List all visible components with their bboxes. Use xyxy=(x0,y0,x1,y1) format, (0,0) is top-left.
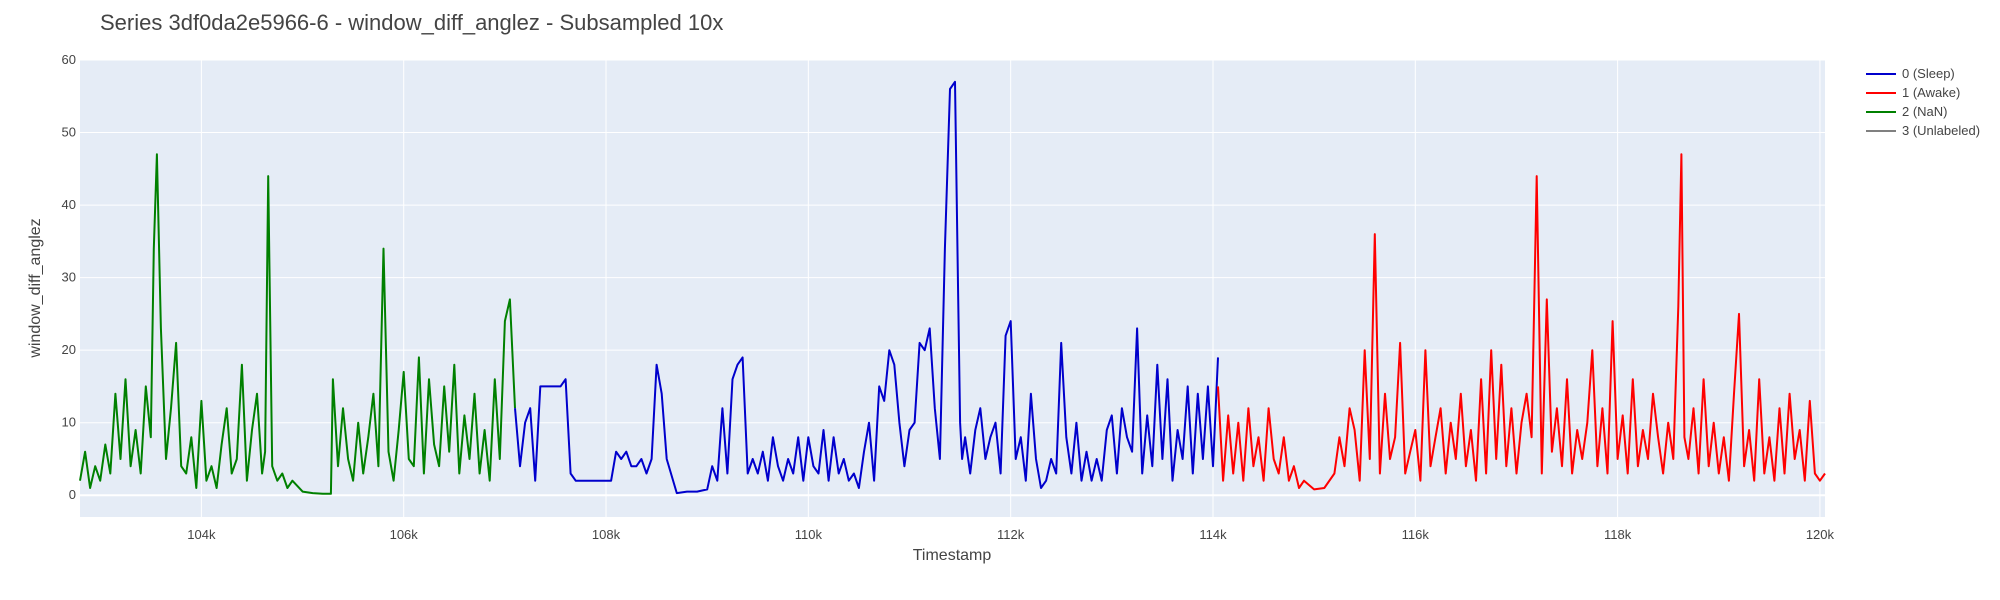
x-tick-label: 116k xyxy=(1402,527,1430,542)
y-tick-label: 10 xyxy=(62,415,76,430)
x-tick-label: 104k xyxy=(187,527,216,542)
y-tick-label: 40 xyxy=(62,197,76,212)
x-tick-label: 118k xyxy=(1604,527,1632,542)
legend-label: 0 (Sleep) xyxy=(1902,66,1955,81)
y-tick-label: 60 xyxy=(62,52,76,67)
x-tick-label: 110k xyxy=(795,527,823,542)
x-tick-label: 108k xyxy=(592,527,621,542)
y-tick-label: 20 xyxy=(62,342,76,357)
y-tick-label: 0 xyxy=(69,487,76,502)
x-tick-labels: 104k 106k 108k 110k 112k 114k 116k 118k 120k xyxy=(187,527,1834,542)
y-axis-label: window_diff_anglez xyxy=(27,218,44,358)
series-layer xyxy=(79,80,1826,495)
x-axis-label: Timestamp xyxy=(913,547,992,564)
chart-title: Series 3df0da2e5966-6 - window_diff_angl… xyxy=(100,10,723,35)
x-tick-label: 120k xyxy=(1806,527,1835,542)
legend-item[interactable]: 1 (Awake) xyxy=(1866,85,1960,100)
series-line xyxy=(1217,153,1826,491)
y-tick-labels: 0 10 20 30 40 50 60 xyxy=(62,52,76,502)
legend-item[interactable]: 0 (Sleep) xyxy=(1866,66,1955,81)
x-tick-label: 112k xyxy=(997,527,1025,542)
y-tick-label: 30 xyxy=(62,270,76,285)
legend-label: 2 (NaN) xyxy=(1902,104,1948,119)
legend-label: 1 (Awake) xyxy=(1902,85,1960,100)
series-line xyxy=(79,153,516,495)
legend-label: 3 (Unlabeled) xyxy=(1902,123,1980,138)
legend[interactable]: 0 (Sleep) 1 (Awake) 2 (NaN) 3 (Unlabeled) xyxy=(1866,66,1980,138)
legend-item[interactable]: 2 (NaN) xyxy=(1866,104,1948,119)
y-tick-label: 50 xyxy=(62,125,76,140)
series-line xyxy=(514,80,1219,495)
x-tick-label: 106k xyxy=(390,527,419,542)
x-tick-label: 114k xyxy=(1199,527,1227,542)
legend-item[interactable]: 3 (Unlabeled) xyxy=(1866,123,1980,138)
grid-lines xyxy=(80,59,1825,517)
